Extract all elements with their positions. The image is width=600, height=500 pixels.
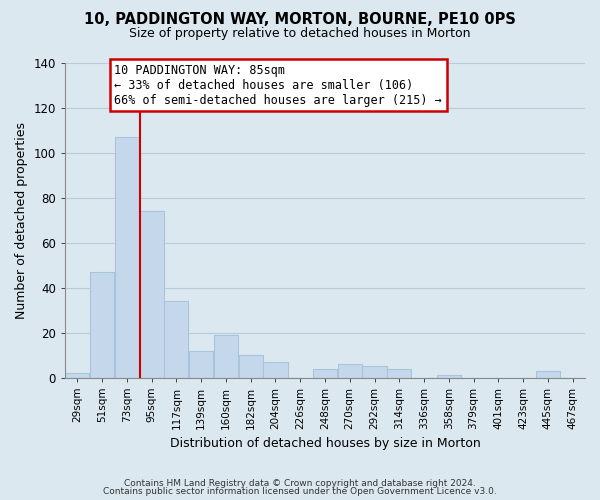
Bar <box>65 373 89 378</box>
Bar <box>189 350 213 378</box>
Bar <box>313 368 337 378</box>
Bar <box>387 368 412 378</box>
Text: Size of property relative to detached houses in Morton: Size of property relative to detached ho… <box>129 28 471 40</box>
Bar <box>536 371 560 378</box>
Text: Contains HM Land Registry data © Crown copyright and database right 2024.: Contains HM Land Registry data © Crown c… <box>124 478 476 488</box>
Bar <box>90 272 114 378</box>
Bar <box>214 335 238 378</box>
Bar <box>362 366 386 378</box>
Y-axis label: Number of detached properties: Number of detached properties <box>15 122 28 318</box>
Text: 10 PADDINGTON WAY: 85sqm
← 33% of detached houses are smaller (106)
66% of semi-: 10 PADDINGTON WAY: 85sqm ← 33% of detach… <box>115 64 442 106</box>
Bar <box>437 376 461 378</box>
Bar <box>338 364 362 378</box>
Text: Contains public sector information licensed under the Open Government Licence v3: Contains public sector information licen… <box>103 487 497 496</box>
Bar <box>115 137 139 378</box>
Bar <box>239 355 263 378</box>
Bar <box>140 211 164 378</box>
X-axis label: Distribution of detached houses by size in Morton: Distribution of detached houses by size … <box>170 437 481 450</box>
Bar <box>263 362 287 378</box>
Text: 10, PADDINGTON WAY, MORTON, BOURNE, PE10 0PS: 10, PADDINGTON WAY, MORTON, BOURNE, PE10… <box>84 12 516 28</box>
Bar <box>164 301 188 378</box>
